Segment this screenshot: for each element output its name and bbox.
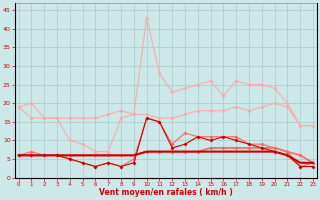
X-axis label: Vent moyen/en rafales ( km/h ): Vent moyen/en rafales ( km/h ) xyxy=(99,188,233,197)
